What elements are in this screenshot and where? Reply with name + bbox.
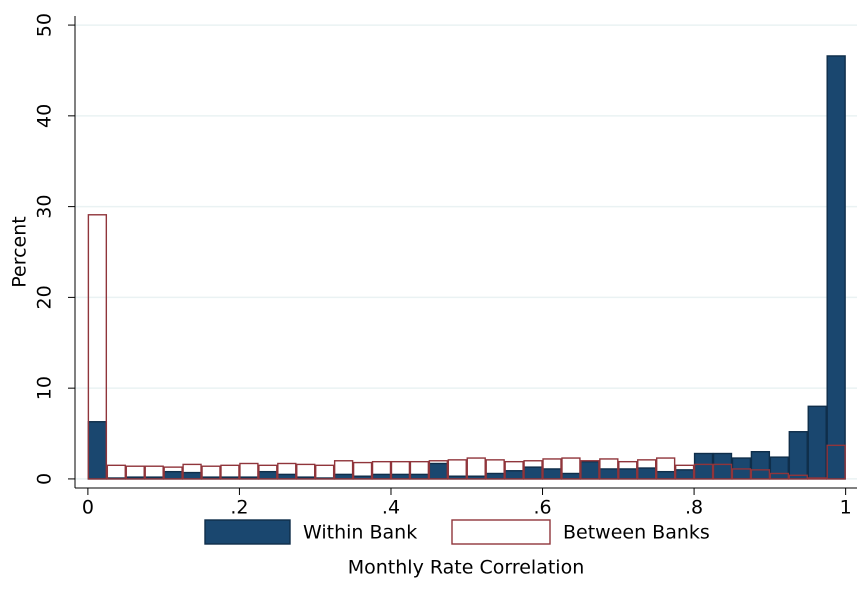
- bar: [296, 463, 316, 480]
- bar: [674, 464, 695, 480]
- bar: [523, 466, 543, 480]
- bar: [333, 460, 354, 480]
- y-tick-label: 0: [34, 473, 56, 485]
- bar: [637, 459, 657, 480]
- bar: [220, 464, 240, 480]
- bar: [466, 457, 486, 480]
- bar: [561, 457, 581, 480]
- bar: [409, 460, 430, 480]
- bar: [731, 468, 752, 480]
- bar: [637, 467, 657, 480]
- legend-swatch: [451, 519, 551, 545]
- legend-label: Between Banks: [563, 522, 710, 544]
- bar: [712, 463, 733, 480]
- y-tick-label: 40: [34, 104, 56, 128]
- bar: [87, 421, 108, 480]
- x-axis-title: Monthly Rate Correlation: [348, 557, 585, 579]
- bar: [693, 463, 714, 480]
- bar: [315, 464, 335, 480]
- bar: [750, 450, 771, 480]
- bar: [523, 460, 543, 480]
- y-axis-title: Percent: [9, 216, 31, 288]
- bar: [769, 456, 790, 480]
- x-tick-label: .4: [382, 497, 400, 519]
- bar: [182, 471, 202, 480]
- bar: [599, 458, 619, 480]
- bar: [485, 472, 505, 480]
- y-tick-label: 20: [34, 285, 56, 309]
- bar: [428, 460, 449, 480]
- bar: [542, 458, 562, 480]
- bar: [239, 462, 259, 480]
- bar: [693, 452, 714, 480]
- x-tick-label: 0: [82, 497, 94, 519]
- bar: [87, 214, 108, 480]
- bar: [428, 462, 449, 480]
- bar: [485, 459, 505, 480]
- bar: [352, 461, 373, 480]
- bar: [750, 469, 771, 480]
- bar: [125, 465, 145, 480]
- bar: [769, 472, 790, 480]
- bar: [258, 470, 278, 480]
- bar: [277, 462, 297, 480]
- bar: [163, 466, 183, 480]
- bar: [542, 468, 562, 480]
- bar: [618, 460, 638, 480]
- bar: [390, 460, 411, 480]
- x-tick-label: .2: [230, 497, 248, 519]
- bar: [371, 460, 392, 480]
- bar: [163, 470, 183, 480]
- y-tick-label: 50: [34, 13, 56, 37]
- legend-swatch: [204, 519, 291, 545]
- x-tick-label: .6: [533, 497, 551, 519]
- bar: [807, 405, 827, 480]
- bar: [201, 465, 221, 480]
- bar: [655, 470, 676, 480]
- bar: [712, 452, 733, 480]
- bar: [788, 474, 808, 480]
- y-tick-label: 30: [34, 195, 56, 219]
- bar: [561, 472, 581, 480]
- y-tick-label: 10: [34, 376, 56, 400]
- bar: [182, 463, 202, 480]
- bar: [504, 460, 524, 480]
- bar: [447, 459, 467, 480]
- legend-label: Within Bank: [303, 522, 417, 544]
- bar: [807, 477, 827, 480]
- bar: [599, 468, 619, 480]
- bar: [580, 460, 600, 480]
- bar: [674, 469, 695, 480]
- x-tick-label: .8: [685, 497, 703, 519]
- bar: [504, 470, 524, 480]
- bar: [580, 460, 600, 480]
- bar: [655, 457, 676, 480]
- bar: [258, 464, 278, 480]
- bar: [106, 464, 126, 480]
- bar: [788, 431, 808, 480]
- bar: [618, 468, 638, 480]
- bar: [144, 465, 164, 480]
- bar: [826, 444, 846, 480]
- x-tick-label: 1: [840, 497, 852, 519]
- bar: [826, 55, 846, 480]
